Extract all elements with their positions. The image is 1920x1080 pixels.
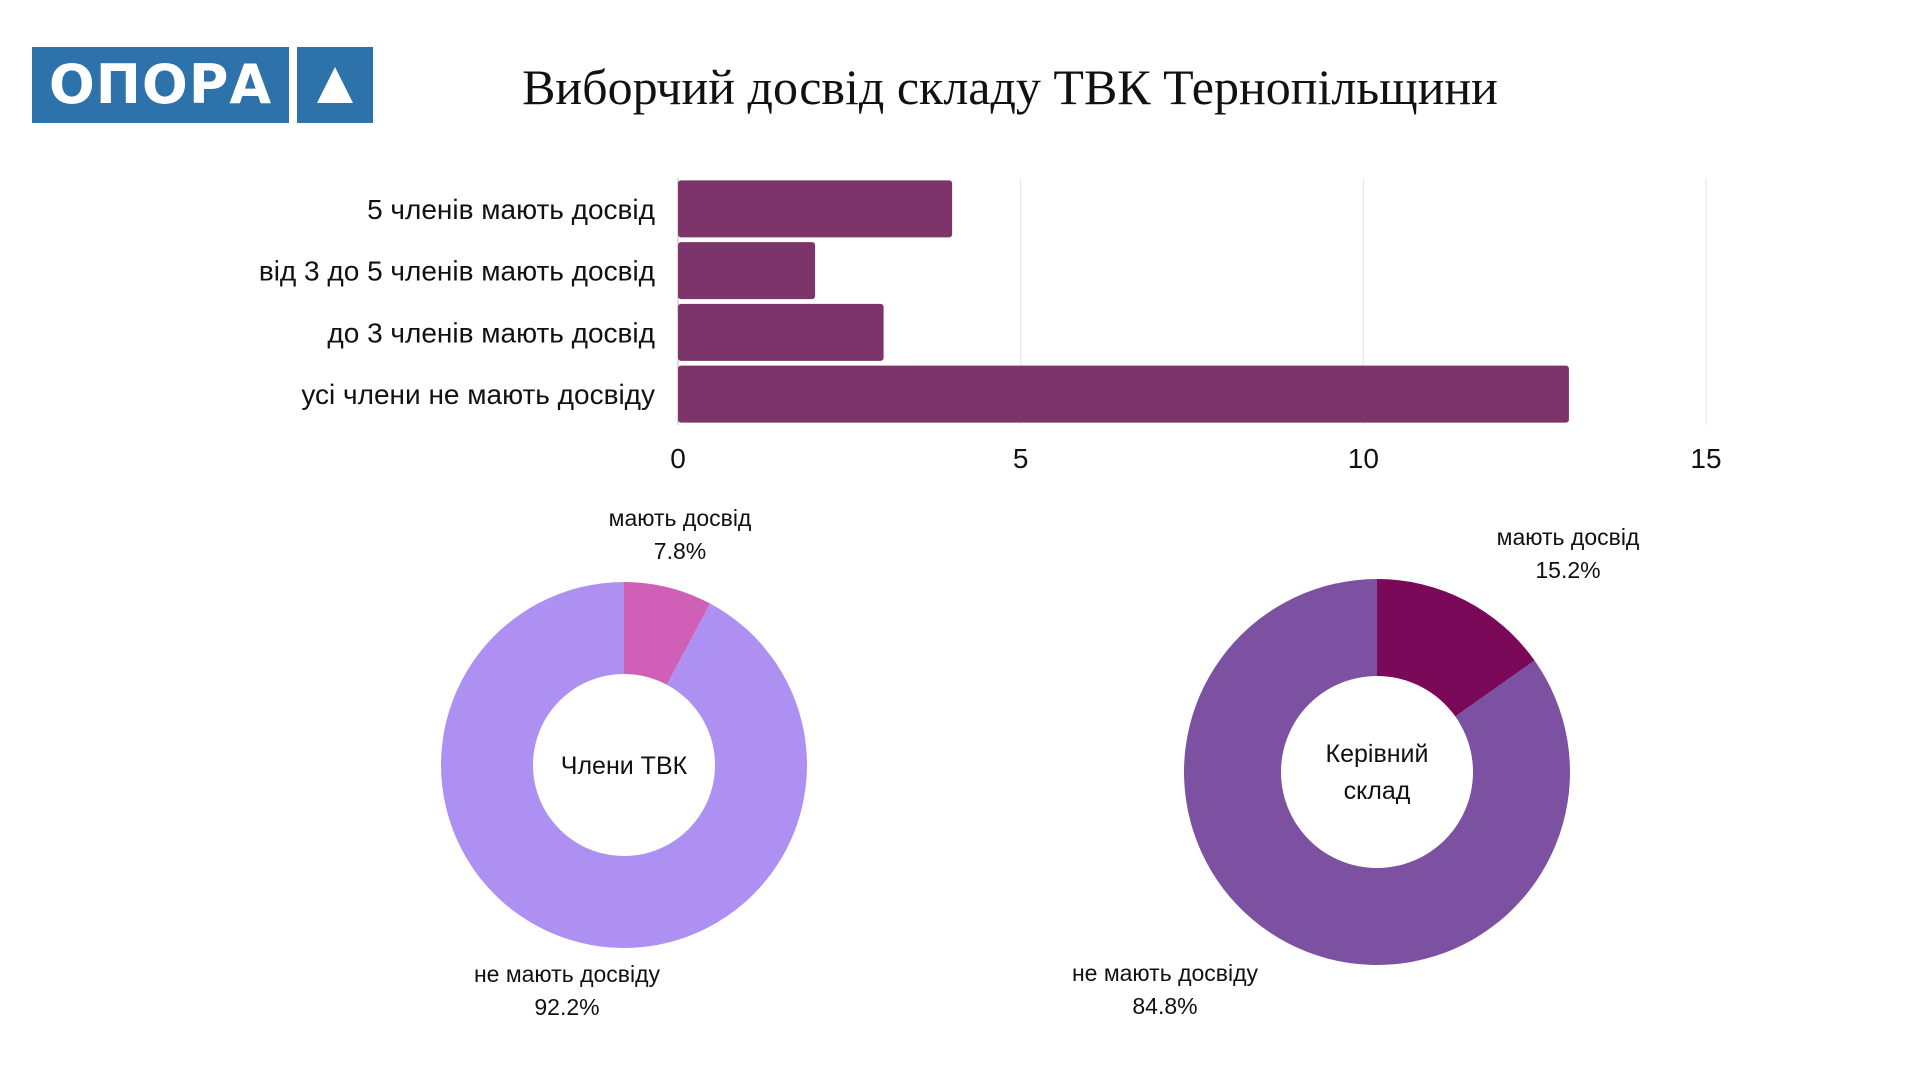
category-label: 5 членів мають досвід xyxy=(367,194,655,225)
slice-label: мають досвід xyxy=(1497,524,1640,550)
slice-value-label: 92.2% xyxy=(534,994,599,1020)
donut-slice xyxy=(1184,579,1570,965)
bar xyxy=(678,180,953,238)
triangle-icon xyxy=(297,47,373,123)
donut-center-label: Керівний xyxy=(1326,740,1429,768)
opora-logo: ОПОРА xyxy=(32,47,373,123)
donut-slice xyxy=(1377,579,1535,717)
donut-slice xyxy=(624,582,711,685)
x-tick-label: 10 xyxy=(1348,443,1379,474)
bar xyxy=(678,242,816,300)
logo-wordmark: ОПОРА xyxy=(32,47,289,123)
bar-chart: 0 5 10 15 5 членів мають досвід від 3 до 5 чл… xyxy=(259,178,1722,474)
donut-center-label: Члени ТВК xyxy=(561,752,688,780)
donut-slice xyxy=(440,582,807,948)
page-title: Виборчий досвід складу ТВК Тернопільщини xyxy=(522,59,1498,115)
slice-label: не мають досвіду xyxy=(474,961,661,987)
x-tick-label: 15 xyxy=(1690,443,1721,474)
x-tick-label: 5 xyxy=(1013,443,1029,474)
donut-chart-members: мають досвід 7.8% не мають досвіду 92.2% Чле… xyxy=(440,505,807,1020)
slice-value-label: 7.8% xyxy=(654,538,706,564)
bar xyxy=(678,365,1569,423)
slice-label: мають досвід xyxy=(609,505,752,531)
slice-label: не мають досвіду xyxy=(1072,960,1259,986)
bar xyxy=(678,303,884,361)
slice-value-label: 84.8% xyxy=(1132,993,1197,1019)
category-label: усі члени не мають досвіду xyxy=(301,379,655,410)
x-tick-label: 0 xyxy=(670,443,686,474)
donut-center-label: склад xyxy=(1344,777,1411,805)
slice-value-label: 15.2% xyxy=(1535,557,1600,583)
category-label: від 3 до 5 членів мають досвід xyxy=(259,256,655,287)
category-label: до 3 членів мають досвід xyxy=(327,317,655,348)
donut-chart-leadership: мають досвід 15.2% не мають досвіду 84.8% Ке… xyxy=(1072,524,1640,1019)
